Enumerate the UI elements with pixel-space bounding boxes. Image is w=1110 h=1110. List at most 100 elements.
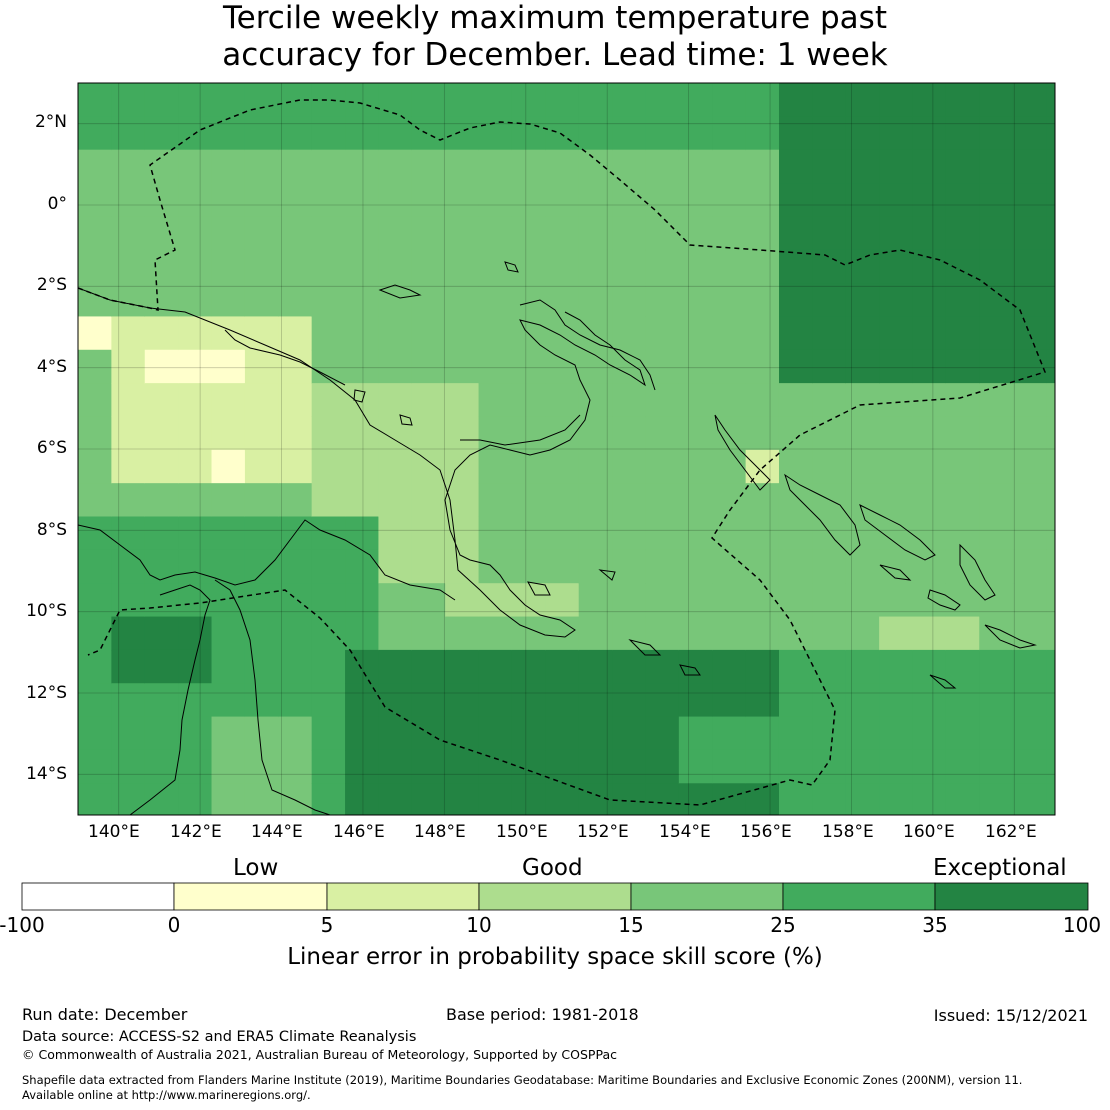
skill-cell (411, 216, 446, 251)
map-title: Tercile weekly maximum temperature past … (0, 0, 1110, 74)
skill-cell (1046, 283, 1055, 318)
skill-cell (645, 116, 680, 151)
skill-cell (378, 749, 413, 784)
skill-cell (178, 449, 213, 484)
skill-cell (612, 683, 647, 718)
skill-cell (945, 483, 980, 518)
skill-cell (478, 449, 513, 484)
skill-cell (545, 83, 580, 117)
skill-cell (578, 716, 613, 751)
skill-cell (578, 83, 613, 117)
skill-cell (278, 149, 313, 184)
skill-cell (378, 83, 413, 117)
skill-cell (511, 249, 546, 284)
skill-cell (979, 316, 1014, 351)
copyright: © Commonwealth of Australia 2021, Austra… (22, 1047, 617, 1062)
skill-cell (1012, 783, 1047, 815)
lat-label-4s: 4°S (36, 357, 67, 377)
skill-cell (778, 583, 813, 618)
colorbar-tick: -100 (0, 913, 45, 937)
skill-cell (812, 383, 847, 418)
skill-cell (979, 383, 1014, 418)
skill-cell (144, 716, 179, 751)
skill-cell (645, 183, 680, 217)
skill-cell (211, 616, 246, 651)
skill-cell (845, 349, 880, 384)
skill-cell (1046, 316, 1055, 351)
skill-cell (778, 183, 813, 217)
skill-cell (478, 283, 513, 318)
skill-cell (345, 183, 380, 217)
skill-cell (278, 249, 313, 284)
skill-cell (211, 349, 246, 384)
skill-cell (244, 383, 279, 418)
skill-cell (912, 549, 947, 584)
skill-cell (244, 183, 279, 217)
skill-cell (478, 749, 513, 784)
skill-cell (545, 283, 580, 318)
skill-cell (478, 683, 513, 718)
colorbar-tick: 35 (922, 913, 948, 937)
skill-cell (578, 216, 613, 251)
skill-cell (1046, 683, 1055, 718)
skill-cell (311, 483, 346, 518)
skill-cell (945, 283, 980, 318)
skill-cell (545, 583, 580, 618)
skill-cell (111, 683, 146, 718)
skill-cell (778, 483, 813, 518)
skill-cell (511, 749, 546, 784)
skill-cell (311, 283, 346, 318)
skill-cell (1012, 83, 1047, 117)
skill-cell (712, 149, 747, 184)
skill-cell (979, 183, 1014, 217)
skill-cell (211, 516, 246, 551)
skill-cell (545, 649, 580, 684)
skill-cell (645, 749, 680, 784)
skill-cell (645, 283, 680, 318)
skill-cell (879, 716, 914, 751)
lon-label-140: 140°E (88, 822, 140, 842)
skill-cell (445, 516, 480, 551)
skill-cell (945, 316, 980, 351)
skill-cell (879, 116, 914, 151)
skill-cell (845, 316, 880, 351)
skill-cell (545, 616, 580, 651)
skill-cell (378, 516, 413, 551)
skill-cell (144, 449, 179, 484)
skill-cell (912, 516, 947, 551)
skill-cell (411, 616, 446, 651)
skill-cell (378, 349, 413, 384)
skill-cell (612, 449, 647, 484)
skill-cell (545, 149, 580, 184)
skill-cell (545, 683, 580, 718)
skill-cell (278, 183, 313, 217)
skill-cell (478, 549, 513, 584)
skill-cell (979, 683, 1014, 718)
skill-cell (612, 716, 647, 751)
skill-cell (845, 383, 880, 418)
skill-cell (244, 516, 279, 551)
skill-cell (411, 449, 446, 484)
skill-cell (144, 83, 179, 117)
skill-cell (78, 416, 112, 451)
skill-cell (612, 383, 647, 418)
skill-cell (345, 116, 380, 151)
skill-cell (812, 116, 847, 151)
skill-cell (778, 349, 813, 384)
skill-cell (311, 749, 346, 784)
skill-cell (211, 416, 246, 451)
skill-cell (78, 616, 112, 651)
skill-cell (578, 649, 613, 684)
skill-cell (712, 349, 747, 384)
skill-cell (545, 783, 580, 815)
skill-cell (578, 483, 613, 518)
skill-cell (345, 583, 380, 618)
skill-cell (879, 283, 914, 318)
skill-cell (411, 516, 446, 551)
skill-cell (311, 616, 346, 651)
skill-cell (678, 516, 713, 551)
skill-cell (979, 649, 1014, 684)
skill-cell (979, 616, 1014, 651)
skill-cell (745, 349, 780, 384)
skill-cell (178, 616, 213, 651)
